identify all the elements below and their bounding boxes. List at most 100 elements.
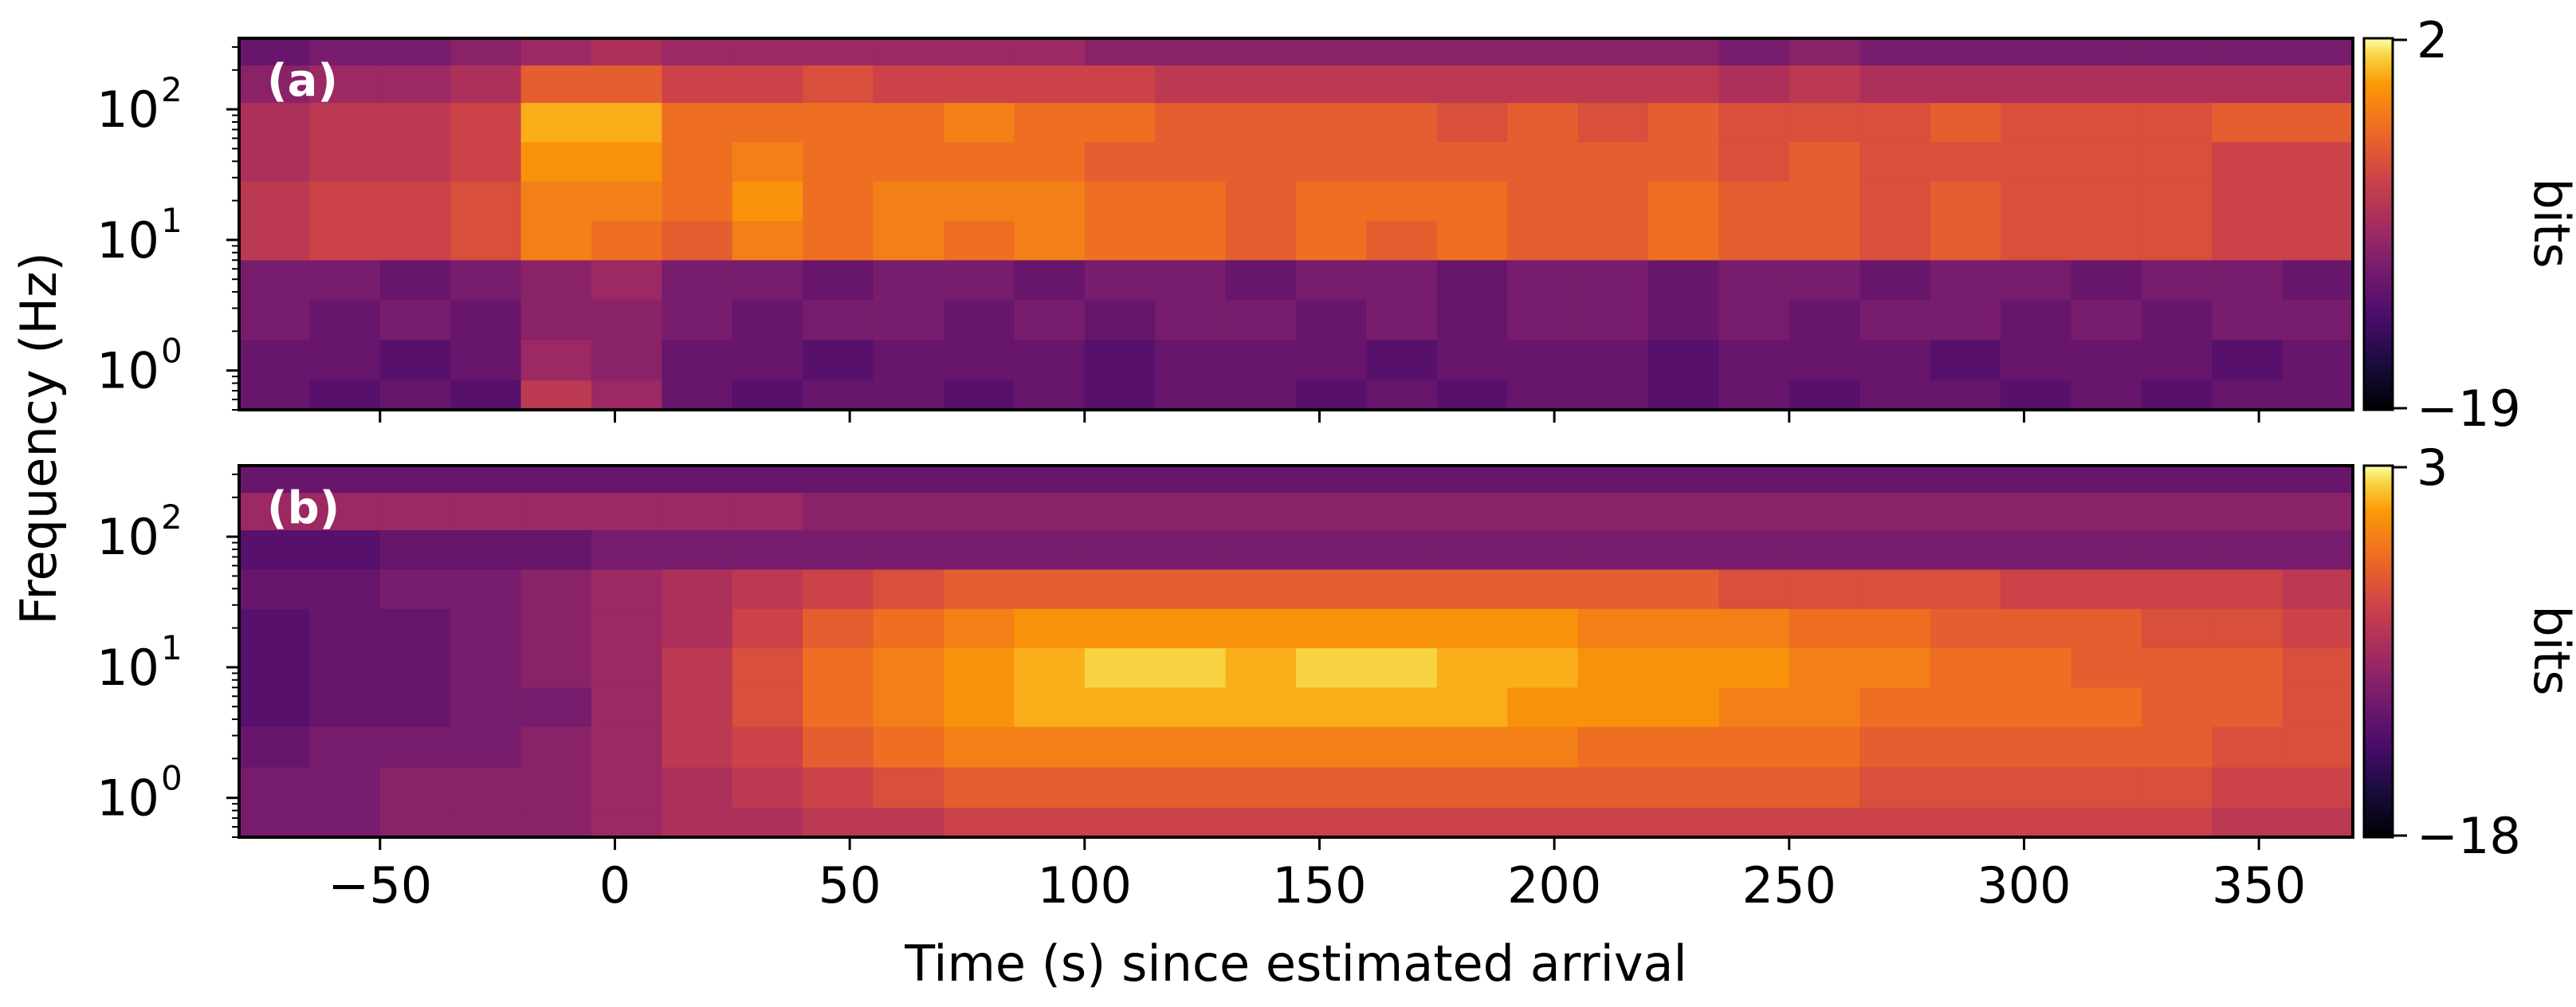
x-ticks-a: [379, 410, 2260, 423]
heatmap-cell: [2071, 529, 2142, 570]
heatmap-cell: [1014, 102, 1086, 143]
heatmap-cell: [520, 807, 592, 838]
heatmap-cell: [1577, 608, 1649, 648]
heatmap-cell: [944, 492, 1015, 531]
heatmap-cell: [944, 65, 1015, 104]
heatmap-cell: [1718, 529, 1790, 570]
heatmap-cell: [1507, 259, 1579, 300]
heatmap-cell: [1789, 339, 1860, 381]
heatmap-cell: [2141, 529, 2213, 570]
heatmap-cell: [1296, 807, 1368, 838]
heatmap-cell: [379, 38, 451, 66]
heatmap-cell: [803, 38, 874, 66]
heatmap-cell: [1084, 259, 1156, 300]
heatmap-cell: [309, 339, 381, 381]
heatmap-cell: [732, 141, 803, 182]
heatmap-cell: [1084, 65, 1156, 104]
heatmap-cell: [2212, 492, 2283, 531]
heatmap-cell: [2071, 380, 2142, 411]
heatmap-cell: [239, 807, 311, 838]
heatmap-cell: [1507, 339, 1579, 381]
heatmap-cell: [2282, 380, 2354, 411]
heatmap-cell: [873, 102, 944, 143]
heatmap-cell: [1084, 529, 1156, 570]
x-tick-label: 250: [1742, 856, 1836, 915]
x-tick-label: 200: [1507, 856, 1601, 915]
heatmap-cell: [1436, 102, 1508, 143]
heatmap-cell: [732, 220, 803, 261]
heatmap-cell: [2282, 180, 2354, 221]
heatmap-cell: [732, 492, 803, 531]
heatmap-cell: [1507, 141, 1579, 182]
heatmap-cell: [450, 141, 522, 182]
heatmap-cell: [1014, 529, 1086, 570]
heatmap-cell: [1507, 568, 1579, 609]
heatmap-cell: [1859, 102, 1931, 143]
heatmap-cell: [873, 529, 944, 570]
heatmap-cell: [1718, 259, 1790, 300]
heatmap-cell: [2071, 568, 2142, 609]
heatmap-cell: [1789, 65, 1860, 104]
heatmap-cell: [2141, 65, 2213, 104]
heatmap-cell: [591, 529, 663, 570]
heatmap-cell: [1859, 259, 1931, 300]
heatmap-cell: [1014, 298, 1086, 340]
heatmap-cell: [2001, 807, 2072, 838]
heatmap-cell: [1930, 180, 2001, 221]
heatmap-cell: [1084, 180, 1156, 221]
heatmap-cell: [450, 726, 522, 768]
heatmap-cell: [1859, 568, 1931, 609]
heatmap-cell: [591, 608, 663, 648]
heatmap-cell: [379, 339, 451, 381]
heatmap-cell: [520, 141, 592, 182]
heatmap-cell: [1930, 298, 2001, 340]
heatmap-cell: [1296, 766, 1368, 808]
heatmap-cell: [803, 807, 874, 838]
heatmap-cell: [1225, 568, 1297, 609]
heatmap-cell: [1366, 380, 1438, 411]
heatmap-cell: [1718, 492, 1790, 531]
heatmap-cell: [309, 38, 381, 66]
heatmap-cell: [520, 220, 592, 261]
heatmap-cell: [1084, 102, 1156, 143]
heatmap-cell: [1718, 141, 1790, 182]
heatmap-cell: [591, 766, 663, 808]
heatmap-cell: [2001, 65, 2072, 104]
heatmap-cell: [1155, 339, 1227, 381]
heatmap-cell: [1436, 466, 1508, 494]
heatmap-cell: [520, 380, 592, 411]
heatmap-cell: [239, 766, 311, 808]
heatmap-cell: [2212, 529, 2283, 570]
heatmap-cell: [239, 102, 311, 143]
heatmap-cell: [1366, 807, 1438, 838]
heatmap-cell: [1930, 466, 2001, 494]
heatmap-cell: [2212, 380, 2283, 411]
heatmap-cell: [1789, 529, 1860, 570]
heatmap-cell: [1296, 686, 1368, 727]
heatmap-cell: [1789, 141, 1860, 182]
heatmap-cell: [2282, 608, 2354, 648]
heatmap-cell: [1366, 180, 1438, 221]
heatmap-cell: [1225, 380, 1297, 411]
heatmap-cell: [1155, 529, 1227, 570]
heatmap-cell: [1859, 380, 1931, 411]
heatmap-cell: [1366, 298, 1438, 340]
heatmap-cell: [309, 102, 381, 143]
x-tick-label: 300: [1977, 856, 2071, 915]
heatmap-cell: [1648, 492, 1720, 531]
heatmap-cell: [944, 766, 1015, 808]
heatmap-cell: [2282, 807, 2354, 838]
heatmap-cell: [1225, 492, 1297, 531]
heatmap-cell: [873, 141, 944, 182]
heatmap-cell: [2282, 466, 2354, 494]
heatmap-cell: [450, 298, 522, 340]
heatmap-cell: [1718, 339, 1790, 381]
heatmap-cell: [520, 529, 592, 570]
heatmap-cell: [2001, 568, 2072, 609]
heatmap-cell: [1225, 686, 1297, 727]
heatmap-cell: [1084, 38, 1156, 66]
heatmap-cell: [1648, 102, 1720, 143]
heatmap-cell: [1225, 466, 1297, 494]
heatmap-cell: [1084, 608, 1156, 648]
heatmap-cell: [1014, 180, 1086, 221]
